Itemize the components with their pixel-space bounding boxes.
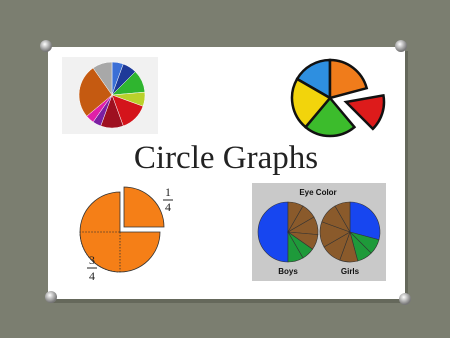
pie-slice [287, 230, 304, 263]
pie-slice [92, 61, 113, 96]
pie-slice [290, 77, 332, 129]
boys-label: Boys [278, 267, 298, 276]
fraction-denominator: 4 [89, 269, 95, 283]
eye-color-title: Eye Color [299, 188, 336, 197]
fraction-numerator: 1 [165, 185, 171, 199]
pin [399, 293, 411, 305]
pie-slice [78, 67, 113, 117]
girls-label: Girls [341, 267, 360, 276]
pie-slice [123, 186, 165, 228]
fraction-numerator: 3 [89, 253, 95, 267]
pin [45, 291, 57, 303]
pie-slice [303, 96, 357, 138]
pie-slice [334, 201, 351, 234]
illustrations [78, 58, 386, 273]
pie-slice [328, 58, 369, 100]
fraction-denominator: 4 [165, 200, 171, 214]
pin [395, 40, 407, 52]
pie-slice [257, 201, 289, 263]
pie-slice [343, 93, 386, 131]
pin [40, 40, 52, 52]
slide-title: Circle Graphs [134, 140, 318, 176]
pie-slice [79, 231, 121, 273]
pins [40, 40, 411, 305]
pie-slice [349, 201, 381, 241]
